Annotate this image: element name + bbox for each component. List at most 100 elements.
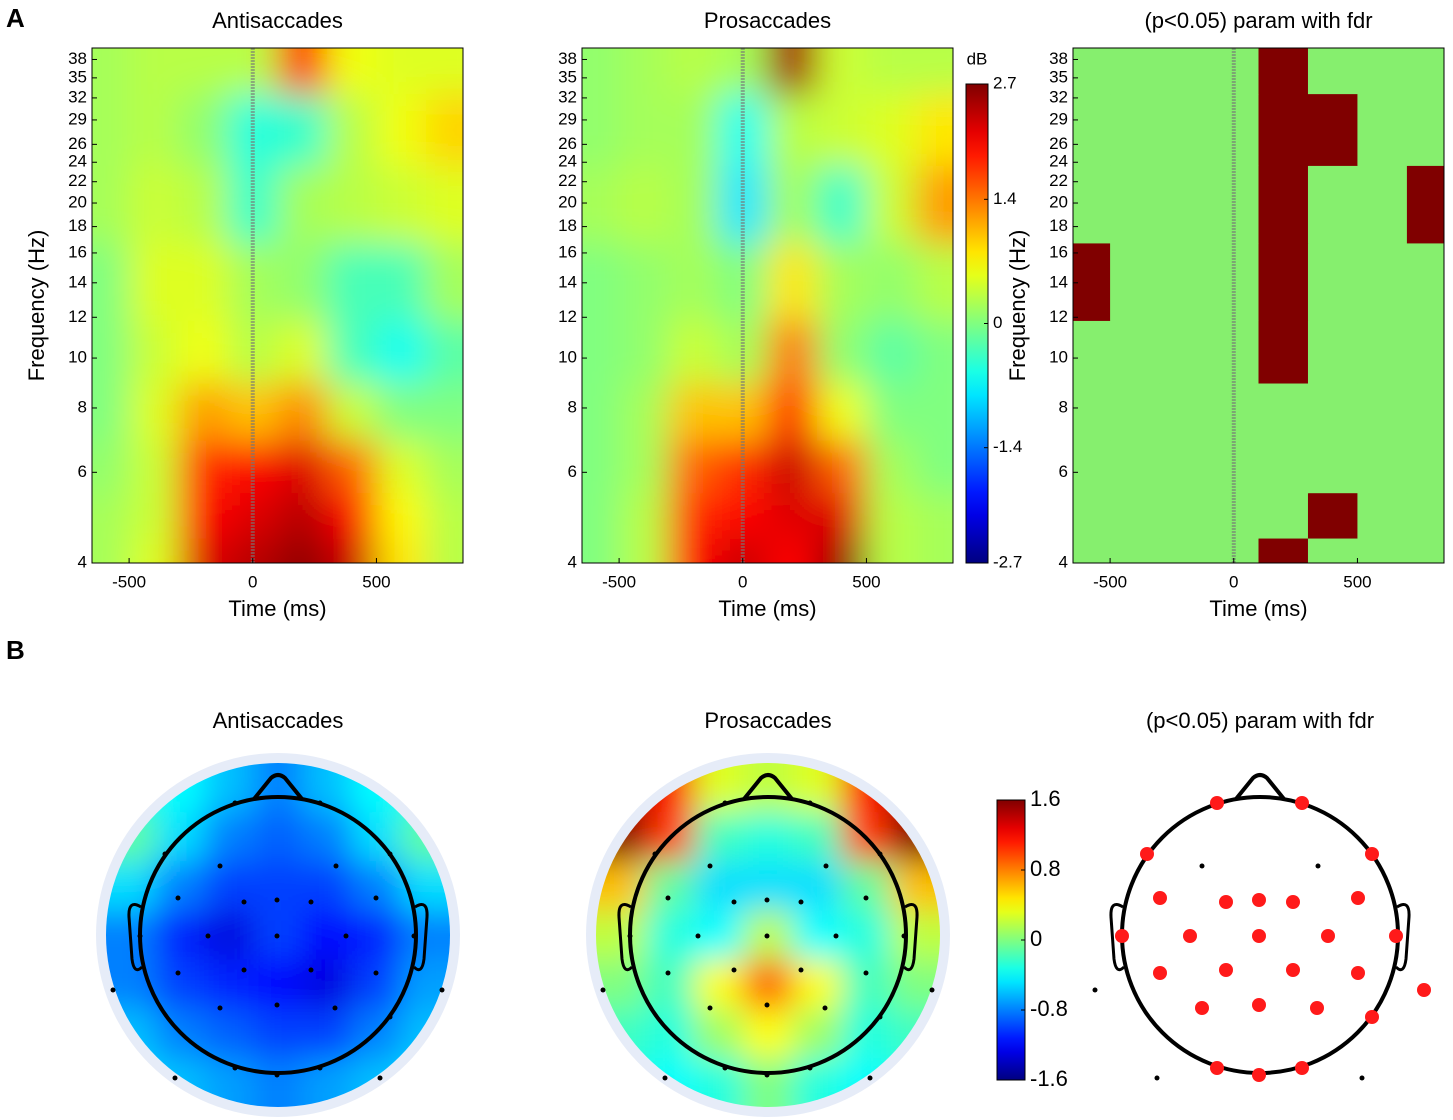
- cell: [204, 1008, 254, 1059]
- electrode: [731, 967, 737, 973]
- cell: [694, 861, 744, 911]
- cell: [1406, 492, 1444, 539]
- y-axis-label: Frequency (Hz): [24, 230, 49, 382]
- x-axis-label: Time (ms): [228, 596, 326, 621]
- cell: [1159, 440, 1210, 494]
- cell: [326, 492, 377, 539]
- cell: [582, 242, 620, 321]
- colorbar-tick-label: -1.6: [1030, 1066, 1068, 1091]
- electrode: [807, 1065, 813, 1071]
- chart-title: Prosaccades: [704, 8, 831, 33]
- cell: [106, 1057, 156, 1107]
- cell: [1357, 242, 1408, 321]
- ear: [1394, 903, 1411, 972]
- electrode: [387, 1014, 393, 1020]
- colorbar-tick-label: -2.7: [993, 552, 1022, 571]
- cell: [1073, 242, 1111, 321]
- ear: [1109, 903, 1126, 972]
- cell: [425, 538, 463, 563]
- y-tick-label: 22: [1049, 171, 1068, 190]
- cell: [277, 383, 328, 441]
- cell: [1307, 383, 1358, 441]
- cell: [668, 320, 719, 384]
- cell: [1073, 48, 1111, 95]
- cell: [1406, 165, 1444, 244]
- cell: [129, 320, 180, 384]
- cell: [841, 861, 892, 911]
- cell: [92, 48, 130, 95]
- electrode: [901, 933, 907, 939]
- frame: [1072, 47, 1445, 564]
- cell: [582, 165, 620, 244]
- y-tick-label: 20: [68, 193, 87, 212]
- cell: [596, 763, 646, 813]
- cell: [619, 383, 670, 441]
- electrode: [1351, 966, 1365, 980]
- cell: [204, 861, 254, 911]
- electrode: [1389, 929, 1403, 943]
- x-tick-label: 500: [362, 572, 390, 591]
- cell: [302, 959, 353, 1010]
- y-tick-label: 12: [68, 307, 87, 326]
- cell: [155, 910, 205, 961]
- colorbar-tick-label: 2.7: [993, 73, 1017, 92]
- electrode: [1310, 1001, 1324, 1015]
- electrode: [308, 967, 314, 973]
- electrode: [627, 933, 633, 939]
- cell: [582, 538, 620, 563]
- nose: [1234, 773, 1286, 801]
- cell: [866, 93, 917, 166]
- cell: [866, 538, 917, 563]
- cell: [767, 492, 818, 539]
- electrode: [833, 933, 839, 939]
- cell: [915, 440, 953, 494]
- cell: [694, 959, 744, 1010]
- cell: [1406, 538, 1444, 563]
- colorbar-label: dB: [967, 49, 988, 68]
- cell: [129, 440, 180, 494]
- cell: [1406, 440, 1444, 494]
- electrode: [343, 933, 349, 939]
- cell: [376, 242, 427, 321]
- cell: [1110, 48, 1161, 95]
- y-tick-label: 4: [568, 552, 577, 571]
- cell: [1159, 538, 1210, 563]
- cell: [915, 93, 953, 166]
- cell: [277, 440, 328, 494]
- cell: [1159, 242, 1210, 321]
- cell: [816, 320, 867, 384]
- cell: [376, 165, 427, 244]
- y-tick-label: 14: [1049, 272, 1068, 291]
- cell: [253, 812, 304, 862]
- electrode: [1252, 893, 1266, 907]
- cell: [718, 492, 768, 539]
- electrode: [1183, 929, 1197, 943]
- cell: [129, 93, 180, 166]
- electrode: [798, 967, 804, 973]
- cell: [425, 320, 463, 384]
- ear: [127, 903, 144, 972]
- electrode: [274, 897, 280, 903]
- y-tick-label: 24: [558, 152, 577, 171]
- cell: [326, 383, 377, 441]
- cell: [582, 48, 620, 95]
- electrode: [600, 987, 606, 993]
- x-tick-label: 500: [1343, 572, 1371, 591]
- cell: [1258, 383, 1309, 441]
- ear: [617, 903, 634, 972]
- cell: [1357, 440, 1408, 494]
- cell: [668, 48, 719, 95]
- cell: [694, 910, 744, 961]
- electrode: [722, 1065, 728, 1071]
- y-tick-label: 4: [1059, 552, 1068, 571]
- cell: [582, 93, 620, 166]
- y-tick-label: 18: [558, 216, 577, 235]
- cell: [425, 383, 463, 441]
- nose: [742, 773, 794, 801]
- cell: [376, 538, 427, 563]
- y-tick-label: 12: [1049, 307, 1068, 326]
- cell: [816, 48, 867, 95]
- cell: [326, 440, 377, 494]
- cell: [743, 1008, 794, 1059]
- y-tick-label: 20: [1049, 193, 1068, 212]
